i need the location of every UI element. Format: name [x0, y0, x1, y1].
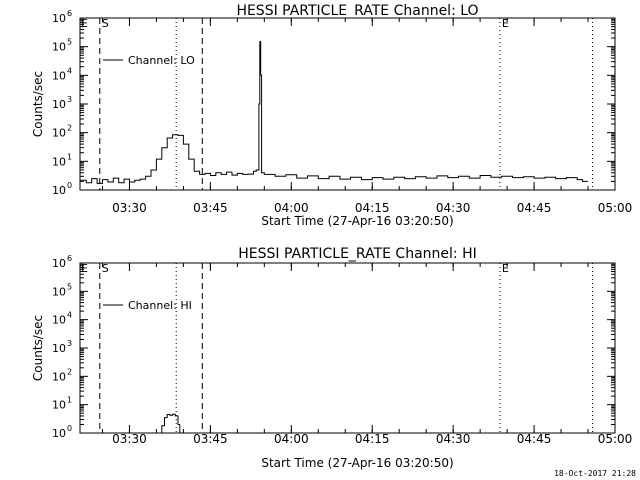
y-tick-exponent: 4 [67, 66, 72, 75]
y-tick-exponent: 3 [67, 339, 72, 348]
y-tick-exponent: 1 [67, 396, 72, 405]
y-tick-exponent: 6 [67, 254, 72, 263]
marker-label: E [502, 17, 509, 30]
x-tick-label: 03:45 [193, 201, 228, 215]
x-tick-label: 04:30 [436, 432, 471, 446]
x-tick-label: 04:15 [355, 201, 390, 215]
y-tick-exponent: 2 [67, 124, 72, 133]
y-tick-exponent: 0 [67, 424, 72, 433]
chart-title: HESSI PARTICLE_RATE Channel: HI [238, 246, 476, 262]
x-tick-label: 04:45 [517, 201, 552, 215]
y-tick-exponent: 3 [67, 95, 72, 104]
marker-label: E [502, 262, 509, 275]
y-tick-label: 10 [52, 184, 66, 197]
y-tick-exponent: 5 [67, 38, 72, 47]
y-tick-label: 10 [52, 285, 66, 298]
legend-label: Channel: LO [128, 54, 195, 67]
y-tick-label: 10 [52, 12, 66, 25]
x-tick-label: 03:30 [112, 432, 147, 446]
legend-label: Channel: HI [128, 299, 192, 312]
x-tick-label: 04:45 [517, 432, 552, 446]
y-tick-exponent: 4 [67, 311, 72, 320]
series-line [80, 41, 588, 184]
marker-label: E [81, 262, 88, 275]
series-line [159, 413, 181, 434]
y-axis-label: Counts/sec [31, 71, 45, 137]
y-axis-label: Counts/sec [31, 315, 45, 381]
y-tick-label: 10 [52, 41, 66, 54]
y-tick-exponent: 1 [67, 152, 72, 161]
x-tick-label: 05:00 [598, 201, 633, 215]
y-tick-exponent: 0 [67, 181, 72, 190]
plot-frame [79, 262, 616, 434]
y-tick-label: 10 [52, 342, 66, 355]
y-tick-label: 10 [52, 69, 66, 82]
chart-title: HESSI PARTICLE_RATE Channel: LO [236, 3, 478, 19]
y-tick-label: 10 [52, 257, 66, 270]
y-tick-exponent: 5 [67, 282, 72, 291]
y-tick-label: 10 [52, 314, 66, 327]
marker-label: S [102, 262, 109, 275]
x-tick-label: 03:30 [112, 201, 147, 215]
x-tick-label: 05:00 [598, 432, 633, 446]
x-tick-label: 03:45 [193, 432, 228, 446]
x-tick-label: 04:00 [274, 432, 309, 446]
y-tick-label: 10 [52, 427, 66, 440]
y-tick-exponent: 6 [67, 9, 72, 18]
y-tick-label: 10 [52, 399, 66, 412]
y-tick-label: 10 [52, 155, 66, 168]
marker-label: E [81, 17, 88, 30]
plot-frame [79, 17, 616, 191]
chart-panel-1: HESSI PARTICLE_RATE Channel: HI Start Tim… [31, 246, 632, 470]
marker-label: S [102, 17, 109, 30]
x-tick-label: 04:00 [274, 201, 309, 215]
x-tick-label: 04:15 [355, 432, 390, 446]
footer-timestamp: 18-Oct-2017 21:28 [554, 469, 636, 478]
y-tick-label: 10 [52, 98, 66, 111]
x-axis-label: Start Time (27-Apr-16 03:20:50) [261, 456, 453, 470]
y-tick-exponent: 2 [67, 367, 72, 376]
chart-panel-0: HESSI PARTICLE_RATE Channel: LO Start Tim… [31, 3, 632, 228]
y-tick-label: 10 [52, 370, 66, 383]
x-tick-label: 04:30 [436, 201, 471, 215]
x-axis-label: Start Time (27-Apr-16 03:20:50) [261, 214, 453, 228]
y-tick-label: 10 [52, 127, 66, 140]
